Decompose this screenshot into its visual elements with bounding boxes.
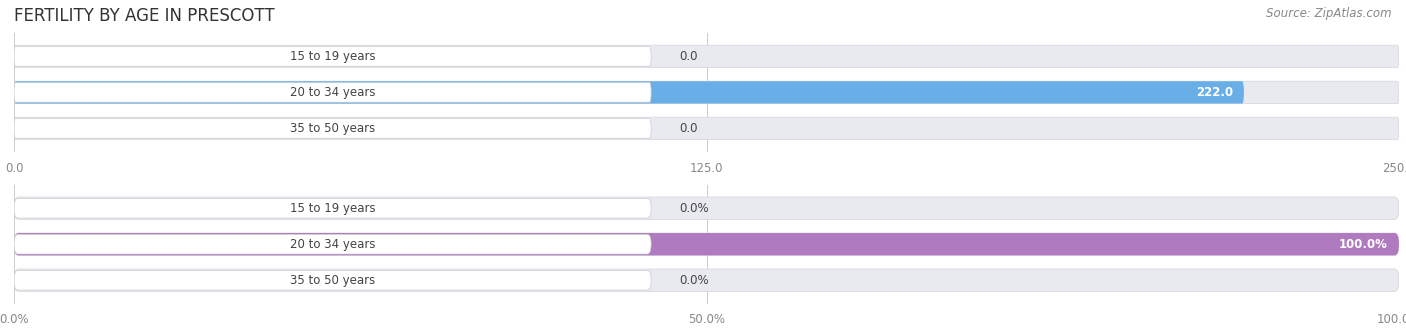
FancyBboxPatch shape [14, 118, 651, 138]
Text: 15 to 19 years: 15 to 19 years [290, 202, 375, 215]
Text: FERTILITY BY AGE IN PRESCOTT: FERTILITY BY AGE IN PRESCOTT [14, 7, 274, 25]
FancyBboxPatch shape [14, 269, 1399, 291]
Text: 0.0: 0.0 [679, 50, 697, 63]
Text: 100.0%: 100.0% [1339, 238, 1388, 251]
Text: 0.0%: 0.0% [679, 274, 709, 287]
FancyBboxPatch shape [14, 197, 1399, 219]
FancyBboxPatch shape [14, 233, 1399, 255]
Text: 35 to 50 years: 35 to 50 years [290, 274, 375, 287]
Text: 35 to 50 years: 35 to 50 years [290, 122, 375, 135]
FancyBboxPatch shape [14, 198, 651, 218]
FancyBboxPatch shape [14, 81, 1399, 104]
FancyBboxPatch shape [14, 45, 1399, 68]
FancyBboxPatch shape [14, 82, 651, 102]
FancyBboxPatch shape [14, 47, 651, 66]
Text: Source: ZipAtlas.com: Source: ZipAtlas.com [1267, 7, 1392, 19]
FancyBboxPatch shape [14, 81, 1244, 104]
Text: 222.0: 222.0 [1195, 86, 1233, 99]
Text: 0.0%: 0.0% [679, 202, 709, 215]
Text: 20 to 34 years: 20 to 34 years [290, 238, 375, 251]
FancyBboxPatch shape [14, 234, 651, 254]
FancyBboxPatch shape [14, 270, 651, 290]
FancyBboxPatch shape [14, 117, 1399, 140]
Text: 20 to 34 years: 20 to 34 years [290, 86, 375, 99]
FancyBboxPatch shape [14, 233, 1399, 255]
Text: 0.0: 0.0 [679, 122, 697, 135]
Text: 15 to 19 years: 15 to 19 years [290, 50, 375, 63]
